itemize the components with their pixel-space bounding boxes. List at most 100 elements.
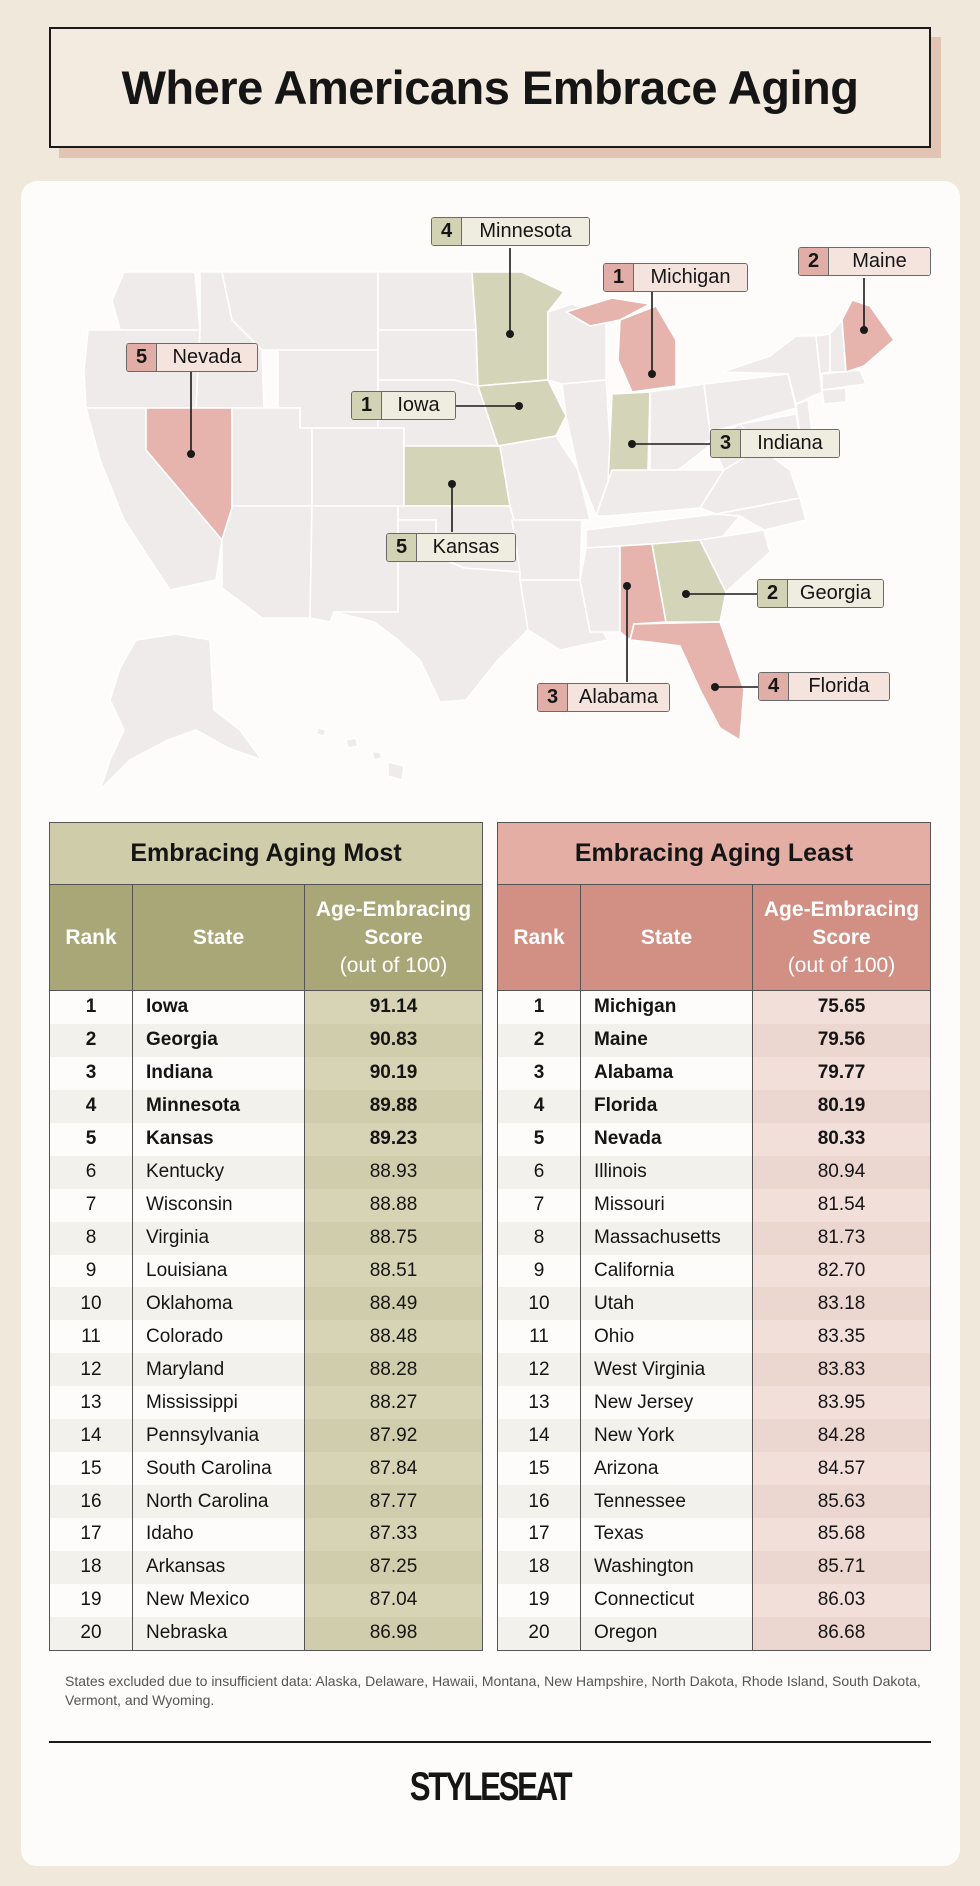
table-row: 9 Louisiana 88.51: [50, 1254, 482, 1288]
header-rank: Rank: [50, 885, 133, 990]
rank-cell: 11: [50, 1320, 133, 1354]
state-cell: Minnesota: [133, 1089, 305, 1123]
table-header: Rank State Age-Embracing Score (out of 1…: [498, 885, 930, 991]
state-cell: New Mexico: [133, 1583, 305, 1617]
table-embracing-least: Embracing Aging Least Rank State Age-Emb…: [497, 822, 931, 1651]
score-cell: 83.83: [753, 1353, 930, 1387]
table-row: 17 Idaho 87.33: [50, 1518, 482, 1551]
callout-state: Alabama: [568, 684, 669, 711]
score-cell: 88.88: [305, 1188, 482, 1222]
score-cell: 87.92: [305, 1419, 482, 1453]
state-north-dakota: [377, 271, 477, 331]
rank-cell: 16: [498, 1485, 581, 1518]
header-state: State: [581, 885, 753, 990]
state-cell: Arkansas: [133, 1550, 305, 1584]
state-cell: New Jersey: [581, 1386, 753, 1420]
state-cell: Kansas: [133, 1122, 305, 1156]
callout-state: Nevada: [157, 344, 257, 371]
state-cell: Florida: [581, 1089, 753, 1123]
table-row: 7 Missouri 81.54: [498, 1188, 930, 1222]
state-pennsylvania: [703, 373, 797, 434]
score-cell: 81.54: [753, 1188, 930, 1222]
table-row: 15 South Carolina 87.84: [50, 1452, 482, 1486]
leader-lines: [190, 248, 865, 688]
state-cell: Kentucky: [133, 1155, 305, 1189]
state-kentucky: [594, 469, 726, 517]
state-cell: Maryland: [133, 1353, 305, 1387]
state-hawaii-3: [370, 751, 384, 761]
score-cell: 91.14: [305, 991, 482, 1024]
state-florida: [628, 621, 745, 742]
score-cell: 86.98: [305, 1616, 482, 1650]
table-row: 9 California 82.70: [498, 1254, 930, 1288]
score-cell: 90.19: [305, 1056, 482, 1090]
table-embracing-most: Embracing Aging Most Rank State Age-Embr…: [49, 822, 483, 1651]
state-south-carolina: [698, 529, 771, 594]
rank-cell: 3: [498, 1056, 581, 1090]
table-row: 18 Arkansas 87.25: [50, 1550, 482, 1584]
score-cell: 75.65: [753, 991, 930, 1024]
table-row: 5 Nevada 80.33: [498, 1122, 930, 1156]
state-georgia: [651, 539, 727, 623]
rank-cell: 13: [498, 1386, 581, 1420]
header-score-line2: Score: [364, 925, 423, 949]
table-row: 12 West Virginia 83.83: [498, 1353, 930, 1387]
callout-maine: 2 Maine: [798, 247, 931, 276]
callout-indiana: 3 Indiana: [710, 429, 840, 458]
table-caption: Embracing Aging Most: [50, 823, 482, 885]
score-cell: 90.83: [305, 1023, 482, 1057]
rank-cell: 15: [50, 1452, 133, 1486]
rank-cell: 2: [50, 1023, 133, 1057]
score-cell: 87.04: [305, 1583, 482, 1617]
callout-state: Iowa: [382, 392, 455, 419]
callout-rank: 4: [432, 218, 462, 245]
score-cell: 88.93: [305, 1155, 482, 1189]
state-iowa: [476, 379, 567, 447]
us-map: 4 Minnesota 1 Michigan 2 Maine 5 Nevada …: [0, 0, 980, 800]
state-cell: Iowa: [133, 991, 305, 1024]
score-cell: 85.71: [753, 1550, 930, 1584]
rank-cell: 11: [498, 1320, 581, 1354]
state-cell: Missouri: [581, 1188, 753, 1222]
state-hawaii-4: [387, 760, 405, 782]
score-cell: 79.56: [753, 1023, 930, 1057]
callout-state: Georgia: [788, 580, 883, 607]
score-cell: 85.68: [753, 1518, 930, 1551]
state-washington: [111, 271, 201, 331]
table-row: 15 Arizona 84.57: [498, 1452, 930, 1486]
rank-cell: 3: [50, 1056, 133, 1090]
table-body: 1 Iowa 91.14 2 Georgia 90.83 3 Indiana 90.19 4 Min…: [50, 991, 482, 1650]
state-hawaii-2: [345, 737, 359, 749]
rank-cell: 20: [50, 1616, 133, 1650]
state-indiana: [607, 391, 651, 484]
rank-cell: 5: [50, 1122, 133, 1156]
table-row: 6 Kentucky 88.93: [50, 1155, 482, 1189]
rank-cell: 7: [498, 1188, 581, 1222]
state-cell: Pennsylvania: [133, 1419, 305, 1453]
state-hawaii-1: [314, 727, 328, 737]
rank-cell: 6: [498, 1155, 581, 1189]
score-cell: 89.88: [305, 1089, 482, 1123]
callout-state: Kansas: [417, 534, 515, 561]
state-arkansas: [511, 519, 583, 581]
state-utah: [231, 407, 313, 507]
header-rank: Rank: [498, 885, 581, 990]
score-cell: 83.18: [753, 1287, 930, 1321]
table-row: 8 Virginia 88.75: [50, 1221, 482, 1255]
rank-cell: 18: [50, 1550, 133, 1584]
state-connecticut: [821, 387, 847, 405]
state-cell: North Carolina: [133, 1485, 305, 1518]
callout-state: Minnesota: [462, 218, 589, 245]
header-score-line1: Age-Embracing: [763, 897, 920, 921]
leader-dots: [187, 326, 868, 691]
state-cell: Nebraska: [133, 1616, 305, 1650]
rank-cell: 14: [50, 1419, 133, 1453]
table-row: 16 North Carolina 87.77: [50, 1485, 482, 1518]
state-cell: Oklahoma: [133, 1287, 305, 1321]
state-cell: Ohio: [581, 1320, 753, 1354]
score-cell: 83.95: [753, 1386, 930, 1420]
table-row: 14 Pennsylvania 87.92: [50, 1419, 482, 1453]
callout-rank: 3: [538, 684, 568, 711]
rank-cell: 20: [498, 1616, 581, 1650]
table-header: Rank State Age-Embracing Score (out of 1…: [50, 885, 482, 991]
